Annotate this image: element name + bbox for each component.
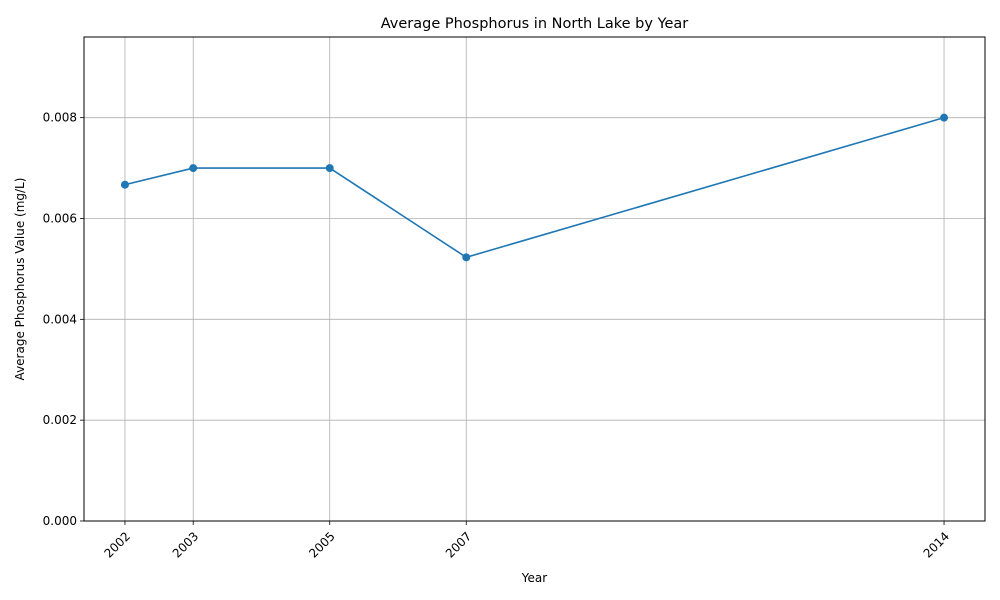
data-point [189, 164, 198, 173]
y-axis-label: Average Phosphorus Value (mg/L) [13, 178, 27, 381]
y-tick-label: 0.008 [43, 111, 77, 125]
plot-frame [83, 36, 986, 522]
chart-title: Average Phosphorus in North Lake by Year [381, 16, 689, 32]
grid [84, 37, 985, 522]
data-point [325, 164, 334, 173]
data-point [462, 253, 471, 262]
y-tick-label: 0.006 [43, 212, 77, 226]
x-axis-label: Year [521, 571, 547, 585]
data-point [120, 180, 129, 189]
y-tick-label: 0.002 [43, 413, 77, 427]
data-point [940, 113, 949, 122]
series [120, 113, 949, 262]
y-tick-label: 0.000 [43, 514, 77, 528]
y-tick-label: 0.004 [43, 312, 77, 326]
